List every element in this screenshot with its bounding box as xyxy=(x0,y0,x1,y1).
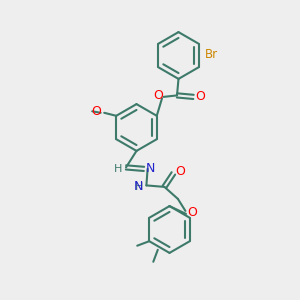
Text: N: N xyxy=(146,162,155,176)
Text: O: O xyxy=(153,89,163,102)
Text: O: O xyxy=(92,105,101,118)
Text: H: H xyxy=(135,182,143,192)
Text: O: O xyxy=(195,90,205,104)
Text: Br: Br xyxy=(205,47,218,61)
Text: O: O xyxy=(187,206,197,219)
Text: O: O xyxy=(175,165,185,178)
Text: H: H xyxy=(114,164,123,174)
Text: N: N xyxy=(134,179,143,193)
